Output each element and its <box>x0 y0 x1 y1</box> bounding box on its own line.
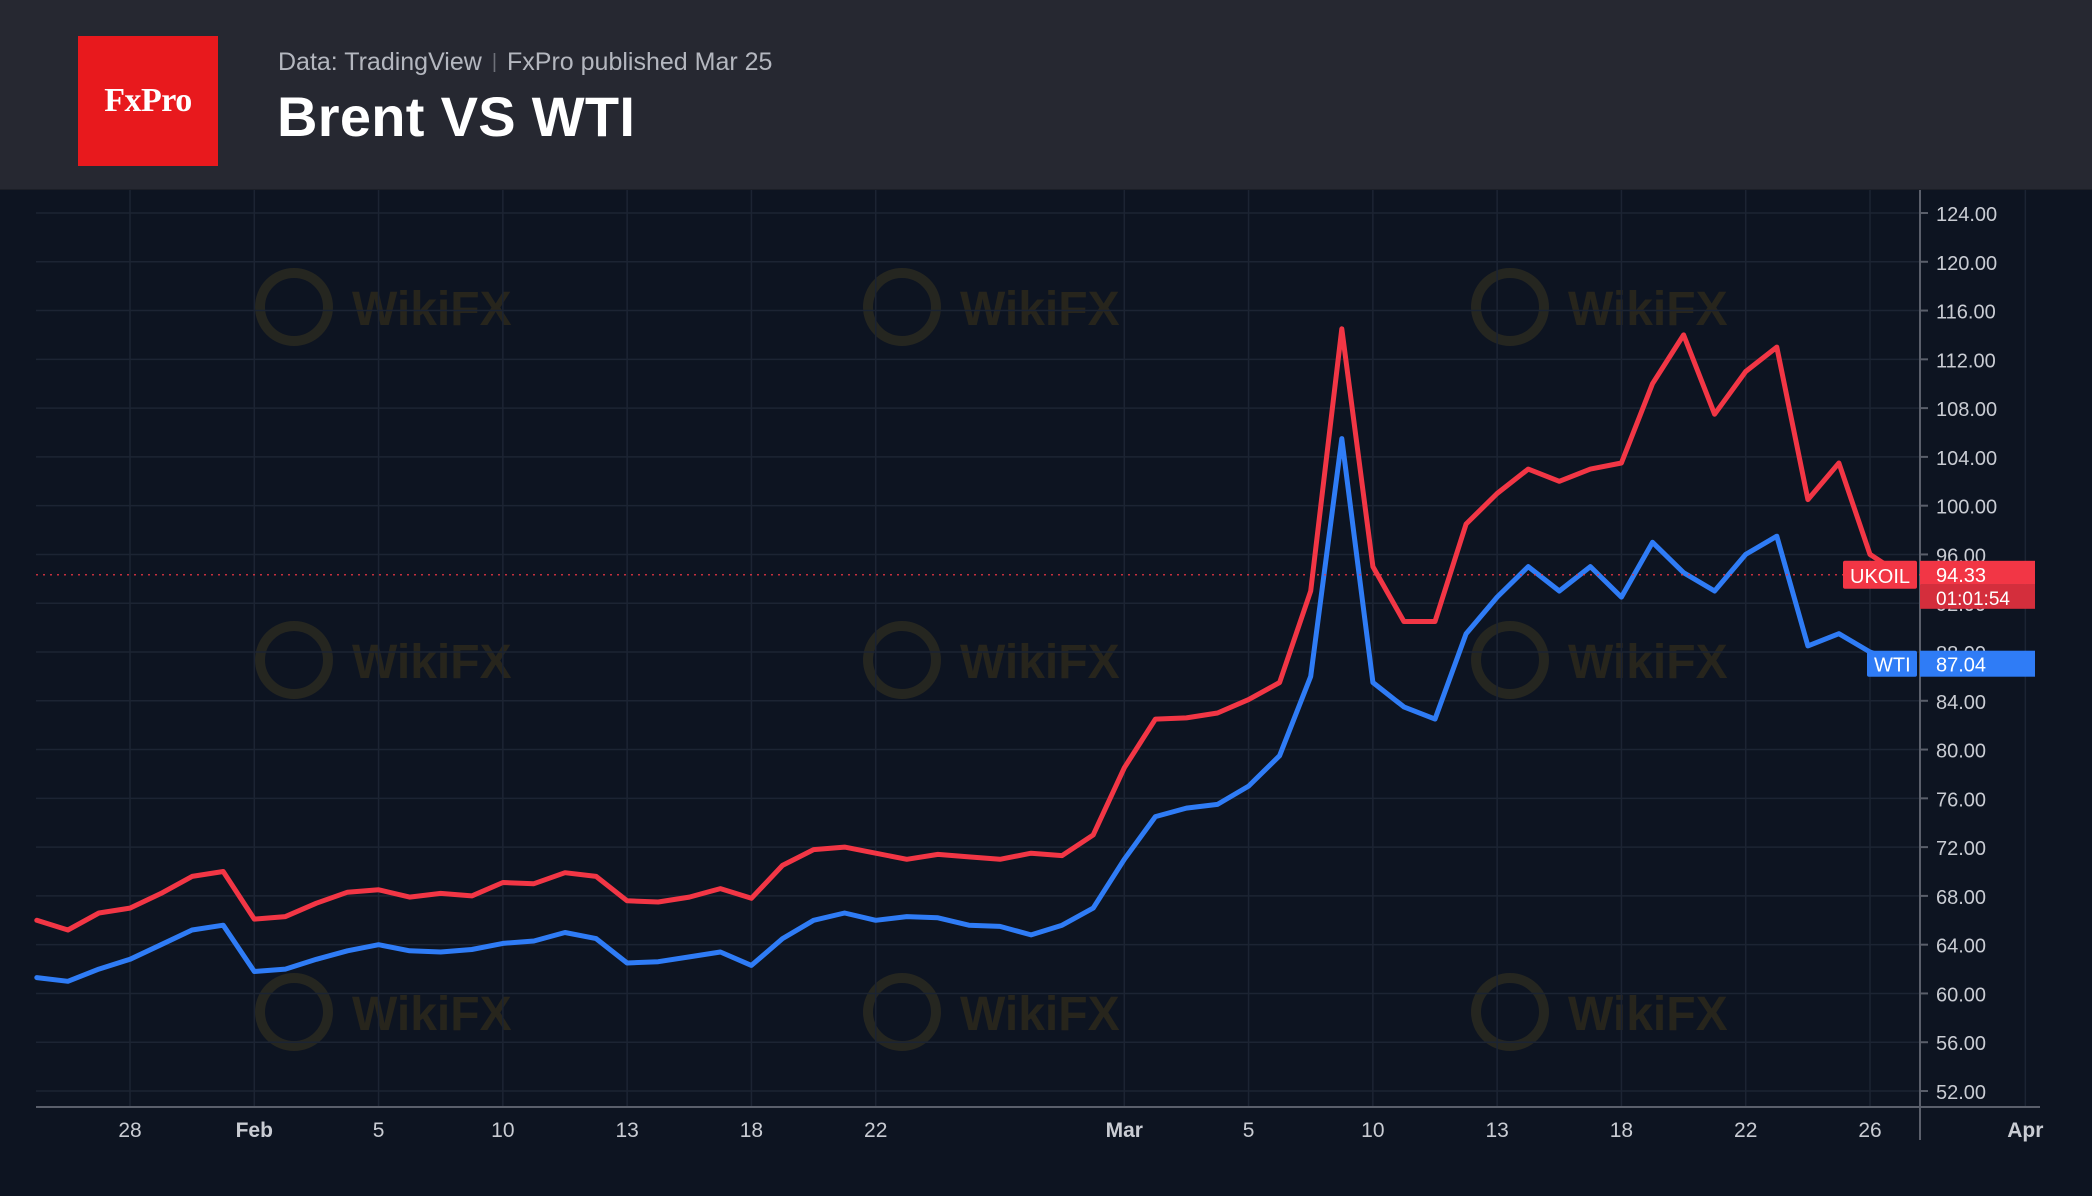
watermark-text: WikiFX <box>960 988 1120 1041</box>
watermark-logo-icon <box>863 268 941 346</box>
price-badge-wti-bg <box>1920 650 2035 677</box>
y-tick-label: 52.00 <box>1936 1082 1986 1104</box>
y-tick-label: 120.00 <box>1936 253 1997 275</box>
x-tick-label: 5 <box>373 1119 385 1142</box>
x-tick-label: 5 <box>1243 1119 1255 1142</box>
watermark-logo-icon <box>1471 973 1549 1051</box>
separator: | <box>491 51 498 73</box>
watermark-logo-icon <box>255 268 333 346</box>
y-tick-label: 124.00 <box>1936 204 1997 226</box>
countdown-value: 01:01:54 <box>1936 589 2010 610</box>
x-tick-label: 22 <box>864 1119 887 1142</box>
logo-text: FxPro <box>104 82 192 119</box>
y-tick-label: 60.00 <box>1936 984 1986 1006</box>
y-tick-label: 76.00 <box>1936 789 1986 811</box>
y-tick-label: 64.00 <box>1936 936 1986 958</box>
data-source: Data: TradingView <box>278 48 482 76</box>
series-tag-wti-bg <box>1867 650 1917 677</box>
x-tick-label: Apr <box>2007 1119 2043 1142</box>
y-tick-label: 112.00 <box>1936 350 1996 372</box>
y-tick-label: 84.00 <box>1936 692 1986 714</box>
watermark-logo-icon <box>255 621 333 699</box>
x-tick-label: 22 <box>1734 1119 1757 1142</box>
series-tag-ukoil: UKOIL <box>1850 566 1910 588</box>
header-bar: FxPro Data: TradingView | FxPro published … <box>0 0 2092 190</box>
watermark-layer: WikiFX WikiFX WikiFX WikiFX WikiFX WikiFX Wiki… <box>255 268 1728 1051</box>
x-tick-label: 10 <box>491 1119 514 1142</box>
published-date: FxPro published Mar 25 <box>507 48 773 76</box>
watermark-logo-icon <box>863 621 941 699</box>
y-tick-label: 116.00 <box>1936 302 1996 324</box>
y-tick-label: 56.00 <box>1936 1033 1986 1055</box>
series-tag-ukoil-bg <box>1843 560 1917 589</box>
x-tick-label: 13 <box>1485 1119 1508 1142</box>
watermark-text: WikiFX <box>960 636 1120 689</box>
x-tick-label: 13 <box>615 1119 638 1142</box>
price-value-ukoil: 94.33 <box>1936 565 1986 587</box>
x-tick-label: 28 <box>118 1119 141 1142</box>
y-tick-label: 108.00 <box>1936 399 1997 421</box>
price-value-wti: 87.04 <box>1936 655 1986 677</box>
x-tick-label: Mar <box>1106 1119 1143 1142</box>
watermark-text: WikiFX <box>960 283 1120 336</box>
page-title: Brent VS WTI <box>277 85 636 148</box>
watermark-text: WikiFX <box>352 636 512 689</box>
watermark-text: WikiFX <box>352 988 512 1041</box>
x-tick-label: Feb <box>236 1119 273 1142</box>
fxpro-logo: FxPro <box>78 36 218 166</box>
y-tick-label: 68.00 <box>1936 887 1986 909</box>
source-line: Data: TradingView | FxPro published Mar 25 <box>278 48 772 77</box>
watermark-logo-icon <box>863 973 941 1051</box>
y-tick-label: 100.00 <box>1936 497 1997 519</box>
watermark-text: WikiFX <box>352 283 512 336</box>
series-line-ukoil <box>34 326 1904 933</box>
series-lines <box>34 326 1904 984</box>
watermark-text: WikiFX <box>1568 988 1728 1041</box>
x-tick-label: 10 <box>1361 1119 1384 1142</box>
chart-axes: 124.00 120.00 116.00 112.00 108.00 104.00 100.… <box>36 190 2043 1142</box>
y-tick-label: 104.00 <box>1936 448 1997 470</box>
x-tick-label: 18 <box>1610 1119 1633 1142</box>
price-badge-ukoil-bg <box>1920 560 2035 585</box>
x-tick-label: 18 <box>740 1119 763 1142</box>
x-tick-label: 26 <box>1858 1119 1881 1142</box>
y-tick-label: 72.00 <box>1936 838 1986 860</box>
watermark-logo-icon <box>255 973 333 1051</box>
watermark-text: WikiFX <box>1568 283 1728 336</box>
series-line-wti <box>34 436 1904 984</box>
watermark-logo-icon <box>1471 621 1549 699</box>
watermark-text: WikiFX <box>1568 636 1728 689</box>
y-tick-label: 80.00 <box>1936 741 1986 763</box>
chart-grid <box>36 190 2027 1107</box>
countdown-badge-bg <box>1920 584 2035 609</box>
series-tag-wti: WTI <box>1874 655 1911 677</box>
watermark-logo-icon <box>1471 268 1549 346</box>
